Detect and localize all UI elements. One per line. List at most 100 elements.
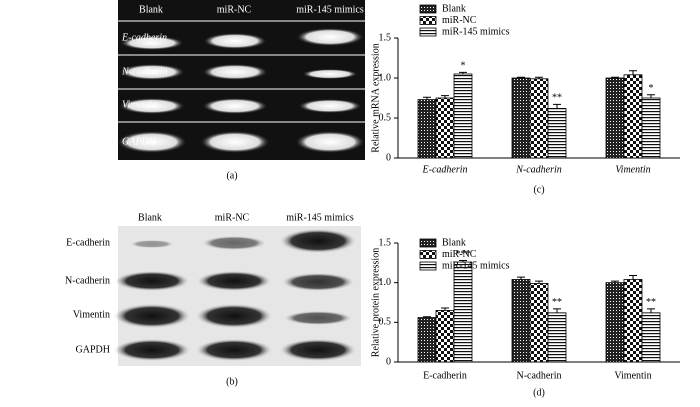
bar <box>417 317 437 363</box>
error-bar <box>535 76 543 79</box>
bar <box>623 74 643 159</box>
column-label: Blank <box>139 4 163 15</box>
row-label: GAPDH <box>122 136 157 147</box>
y-tick-label: 0.5 <box>379 317 392 328</box>
x-tick-label: E-cadherin <box>422 164 468 175</box>
band <box>120 36 184 50</box>
band <box>202 236 266 250</box>
band <box>295 131 365 153</box>
band <box>196 304 272 328</box>
x-tick-label: Vimentin <box>614 370 651 381</box>
legend-swatch <box>419 4 437 14</box>
error-bar <box>535 280 543 284</box>
column-label: miR-NC <box>215 212 250 223</box>
x-tick-label: N-cadherin <box>517 370 562 381</box>
band <box>280 339 356 361</box>
x-tick-label: N-cadherin <box>515 164 562 175</box>
gel-a: Blank miR-NC miR-145 mimics E-cadherin N… <box>117 0 365 181</box>
row-label: E-cadherin <box>66 237 110 248</box>
band <box>284 311 352 325</box>
error-bar <box>517 276 525 280</box>
bar <box>605 282 625 363</box>
legend-swatch <box>419 27 437 37</box>
bar <box>605 77 625 159</box>
legend-label: Blank <box>442 3 466 14</box>
row-label: N-cadherin <box>121 66 168 77</box>
band <box>196 339 272 361</box>
row-label: E-cadherin <box>121 32 167 43</box>
band <box>202 98 268 114</box>
error-bar <box>553 103 561 109</box>
y-tick-label: 0.5 <box>379 112 392 123</box>
band <box>117 131 187 153</box>
significance: ** <box>646 297 656 308</box>
y-tick-label: 1.0 <box>379 72 392 83</box>
band <box>200 131 270 153</box>
row-label: GAPDH <box>76 344 110 355</box>
band <box>197 271 271 291</box>
bar <box>417 99 437 159</box>
band <box>296 28 364 46</box>
error-bar <box>647 94 655 98</box>
y-axis-label: Relative mRNA expression <box>370 43 381 152</box>
y-tick-label: 1.5 <box>379 32 392 43</box>
caption: (d) <box>533 387 545 398</box>
legend-label: miR-145 mimics <box>442 260 510 271</box>
caption: (b) <box>226 376 238 387</box>
bar <box>435 310 455 363</box>
bar <box>641 97 661 159</box>
significance: * <box>461 61 466 72</box>
band <box>119 64 185 80</box>
legend-label: miR-NC <box>442 249 477 260</box>
x-tick-label: Vimentin <box>615 164 650 175</box>
bar <box>547 108 567 159</box>
bar <box>547 312 567 363</box>
legend-label: miR-NC <box>442 15 477 26</box>
gel-b: Blank miR-NC miR-145 mimics E-cadherin N… <box>65 212 361 387</box>
x-tick-label: E-cadherin <box>423 370 467 381</box>
error-bar <box>553 308 561 313</box>
significance: ** <box>552 93 562 104</box>
error-bar <box>423 316 431 318</box>
row-label: Vimentin <box>73 309 110 320</box>
legend-swatch <box>419 250 437 259</box>
band <box>298 99 362 113</box>
bar <box>435 97 455 159</box>
row-label: N-cadherin <box>65 275 110 286</box>
error-bar <box>441 95 449 98</box>
error-bar <box>647 308 655 313</box>
column-label: miR-145 mimics <box>296 4 364 15</box>
y-tick-label: 1.5 <box>379 237 392 248</box>
error-bar <box>423 96 431 100</box>
band <box>203 33 267 49</box>
caption: (c) <box>533 184 544 195</box>
error-bar <box>629 70 637 75</box>
error-bar <box>611 76 619 78</box>
y-tick-label: 0 <box>386 152 391 163</box>
band <box>114 304 190 328</box>
error-bar <box>611 280 619 283</box>
legend-label: miR-145 mimics <box>442 26 510 37</box>
bar <box>511 279 531 363</box>
band <box>115 271 189 291</box>
band <box>282 273 354 291</box>
legend-swatch <box>419 238 437 248</box>
error-bar <box>441 307 449 311</box>
bar <box>453 261 473 363</box>
column-label: miR-145 mimics <box>286 212 354 223</box>
error-bar <box>517 76 525 78</box>
y-tick-label: 1.0 <box>379 277 392 288</box>
band <box>119 98 185 114</box>
bar <box>529 283 549 363</box>
band <box>130 240 174 248</box>
column-label: Blank <box>138 212 162 223</box>
error-bar <box>459 71 467 74</box>
legend-label: Blank <box>442 237 466 248</box>
band <box>302 69 358 79</box>
significance: *** <box>456 249 471 260</box>
band <box>202 64 268 80</box>
bar <box>453 73 473 159</box>
bar <box>623 279 643 363</box>
significance: ** <box>552 297 562 308</box>
band <box>280 229 356 253</box>
